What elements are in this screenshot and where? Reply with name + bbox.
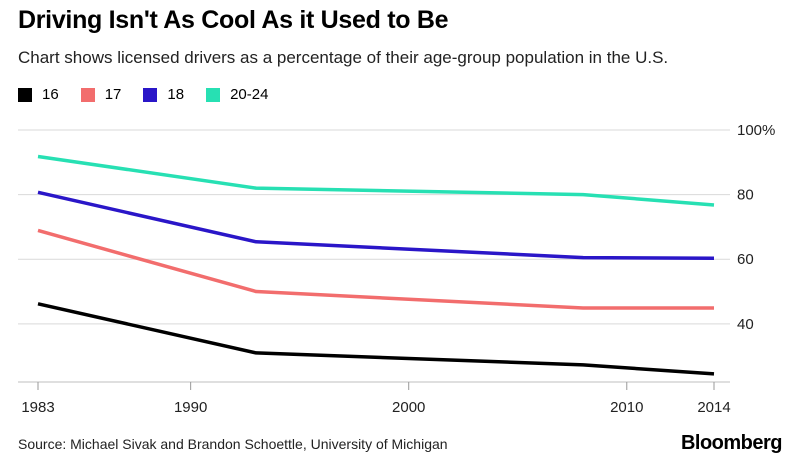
x-tick-label: 2014 [697, 399, 730, 416]
source-note: Source: Michael Sivak and Brandon Schoet… [18, 436, 448, 452]
x-tick-label: 1983 [21, 399, 54, 416]
legend-label-20-24: 20-24 [230, 86, 269, 103]
series-line-20-24 [37, 154, 715, 207]
x-tick-label: 2000 [392, 399, 425, 416]
legend-label-18: 18 [167, 86, 185, 103]
line-chart: 100% 80 60 40 1983 1990 2000 2010 2014 [18, 122, 775, 416]
x-tick-label: 2010 [610, 399, 643, 416]
legend-item-16: 16 [18, 86, 59, 103]
y-tick-label: 80 [737, 187, 754, 204]
legend-swatch-20-24 [206, 87, 221, 102]
y-tick-label: 60 [737, 251, 754, 268]
legend-swatch-18 [143, 87, 158, 102]
y-tick-label: 40 [737, 316, 754, 333]
series-line-16 [37, 302, 715, 376]
y-tick-label: 100% [737, 122, 775, 139]
brand-logo: Bloomberg [680, 432, 783, 454]
legend-swatch-16 [18, 87, 32, 102]
legend-label-17: 17 [104, 86, 122, 103]
legend: 16 17 18 20-24 [18, 86, 290, 103]
chart-title: Driving Isn't As Cool As it Used to Be [18, 6, 449, 34]
legend-item-20-24: 20-24 [206, 86, 268, 103]
legend-item-18: 18 [143, 86, 184, 103]
series-line-17 [37, 228, 714, 310]
x-tick-label: 1990 [174, 399, 207, 416]
chart-subtitle: Chart shows licensed drivers as a percen… [18, 48, 669, 67]
series-line-18 [37, 190, 715, 261]
legend-label-16: 16 [42, 86, 59, 103]
legend-swatch-17 [80, 87, 95, 102]
legend-item-17: 17 [80, 86, 122, 103]
